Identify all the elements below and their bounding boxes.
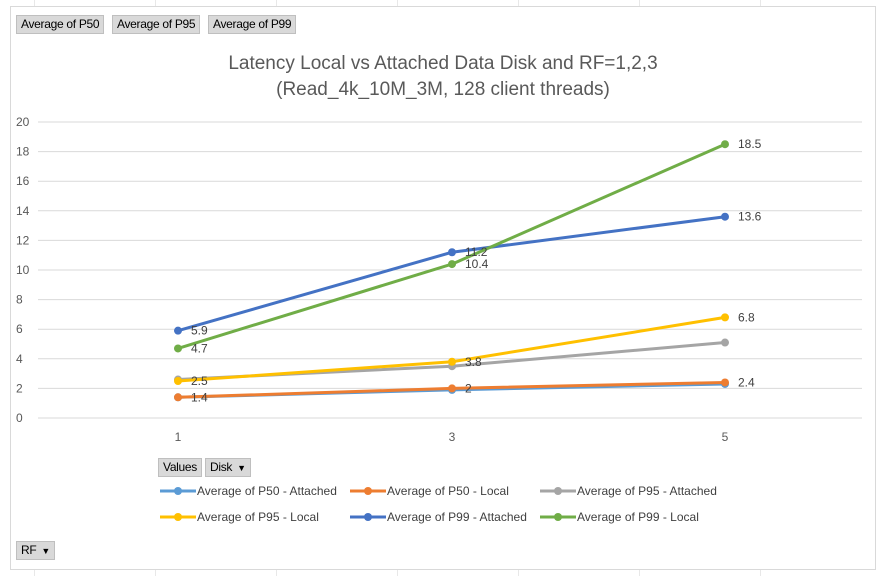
data-label: 1.4: [191, 390, 208, 404]
y-tick-label: 12: [16, 233, 30, 247]
data-label: 10.4: [465, 257, 489, 271]
data-label: 4.7: [191, 341, 208, 355]
x-tick-label: 1: [175, 430, 182, 444]
x-tick-label: 3: [449, 430, 456, 444]
data-label: 2.4: [738, 375, 755, 389]
data-point: [721, 313, 729, 322]
data-point: [174, 344, 182, 353]
y-tick-label: 2: [16, 381, 23, 395]
series-line: [177, 142, 726, 350]
field-button-label: Disk: [210, 460, 233, 474]
data-point: [174, 377, 182, 385]
field-button-values[interactable]: Values: [158, 458, 203, 477]
legend-swatch: [350, 513, 386, 521]
y-tick-label: 6: [16, 322, 23, 336]
field-button-label: Average of P99: [213, 17, 292, 31]
data-label: 2.5: [191, 374, 208, 388]
field-button-avg-p99[interactable]: Average of P99: [208, 15, 297, 34]
y-tick-label: 10: [16, 263, 30, 277]
dropdown-arrow-icon: ▼: [41, 546, 51, 556]
series-line: [177, 215, 726, 333]
legend-label: Average of P99 - Attached: [387, 510, 527, 524]
chart-subtitle: (Read_4k_10M_3M, 128 client threads): [276, 79, 610, 100]
x-tick-label: 5: [722, 430, 729, 444]
field-button-avg-p50[interactable]: Average of P50: [16, 15, 105, 34]
data-point: [174, 393, 182, 402]
legend-swatch: [160, 487, 196, 495]
legend-swatch: [160, 513, 196, 521]
legend-label: Average of P99 - Local: [577, 510, 699, 524]
legend-label: Average of P50 - Attached: [197, 484, 337, 498]
chart-title: Latency Local vs Attached Data Disk and …: [228, 53, 658, 74]
y-tick-label: 16: [16, 174, 30, 188]
data-label: 13.6: [738, 210, 762, 224]
data-point: [448, 248, 456, 257]
legend-label: Average of P50 - Local: [387, 484, 509, 498]
y-tick-label: 18: [16, 145, 30, 159]
field-button-disk[interactable]: Disk ▼: [205, 458, 251, 477]
data-point: [721, 378, 729, 387]
field-button-label: Average of P95: [117, 17, 196, 31]
legend-swatch: [540, 487, 576, 495]
data-point: [721, 212, 729, 221]
field-button-avg-p95[interactable]: Average of P95: [112, 15, 201, 34]
field-button-label: Values: [163, 460, 198, 474]
field-button-label: RF: [21, 543, 37, 557]
data-point: [174, 326, 182, 335]
data-label: 18.5: [738, 137, 762, 151]
data-label: 6.8: [738, 310, 755, 324]
y-tick-label: 20: [16, 115, 30, 129]
legend-label: Average of P95 - Attached: [577, 484, 717, 498]
data-label: 3.8: [465, 355, 482, 369]
data-point: [448, 260, 456, 269]
legend-label: Average of P95 - Local: [197, 510, 319, 524]
data-point: [721, 140, 729, 149]
y-tick-label: 8: [16, 293, 23, 307]
data-point: [721, 338, 729, 347]
legend-swatch: [350, 487, 386, 495]
data-label: 11.2: [465, 245, 488, 259]
legend-swatch: [540, 513, 576, 521]
field-button-label: Average of P50: [21, 17, 100, 31]
y-tick-label: 0: [16, 411, 23, 425]
field-button-rf[interactable]: RF ▼: [16, 541, 56, 560]
data-label: 5.9: [191, 324, 208, 338]
y-tick-label: 14: [16, 204, 30, 218]
y-tick-label: 4: [16, 352, 23, 366]
dropdown-arrow-icon: ▼: [237, 463, 246, 473]
chart-area[interactable]: [10, 6, 876, 570]
data-point: [448, 384, 456, 393]
data-point: [448, 357, 456, 366]
data-label: 2: [465, 381, 472, 395]
